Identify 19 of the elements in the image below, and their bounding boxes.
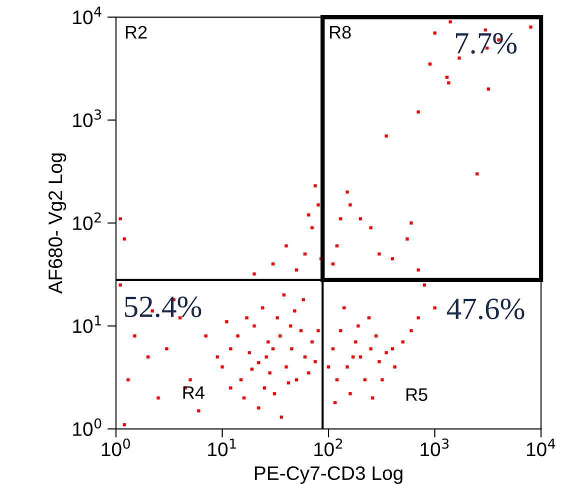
y-tick-label: 10$^{2}$ [73,212,101,230]
annotation: R4 [183,386,204,399]
annotation: R8 [330,26,351,39]
annotation: 52.4% [125,296,202,318]
y-tick-label: 10$^{4}$ [73,6,102,24]
x-tick-label: 10$^{2}$ [314,438,342,456]
annotation: 47.6% [446,298,524,320]
x-tick-label: 10$^{4}$ [526,438,556,456]
y-tick-label: 10$^{3}$ [73,109,102,128]
y-tick-label: 10$^{1}$ [73,316,101,334]
x-tick-label: 10$^{1}$ [208,438,236,456]
x-axis-title: PE-Cy7-CD3 Log [255,466,402,484]
x-tick-label: 10$^{3}$ [420,438,449,456]
y-tick-label: 10$^{0}$ [73,418,102,436]
y-axis-title: AF680- Vg2 Log [48,153,66,294]
annotation: R2 [126,26,147,38]
annotation: R5 [406,388,428,401]
annotation: 7.7% [456,32,517,54]
x-tick-label: 10$^{0}$ [102,438,130,456]
